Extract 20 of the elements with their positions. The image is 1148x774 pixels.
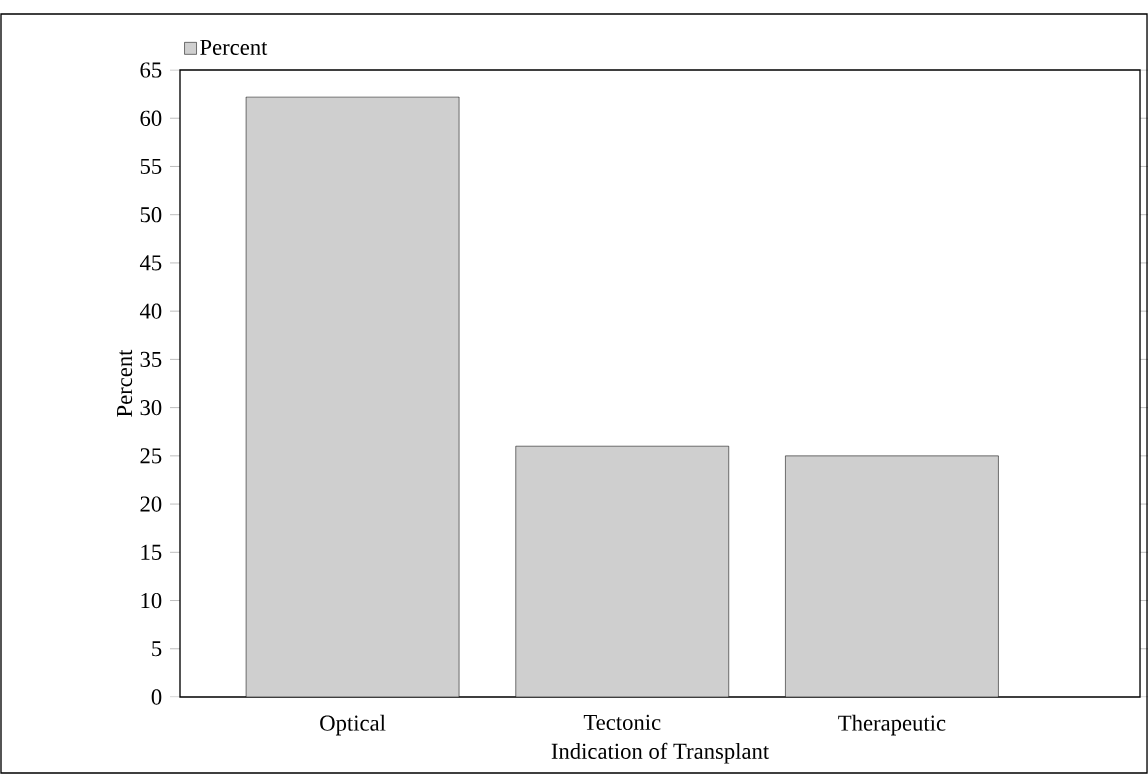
y-tick-label: 65 [140, 62, 162, 78]
y-tick-label: 10 [141, 592, 162, 609]
y-tick-label: 0 [151, 689, 162, 705]
x-tick-label: Tectonic [583, 714, 661, 731]
y-tick-label: 55 [140, 158, 162, 174]
y-tick-label: 15 [141, 544, 162, 560]
y-tick-label: 60 [140, 110, 162, 126]
y-tick-label: 50 [140, 207, 162, 223]
legend-label: Percent [200, 39, 268, 55]
y-axis-title: Percent [117, 349, 133, 417]
y-tick-label: 5 [152, 641, 162, 657]
x-tick-label: Optical [320, 714, 386, 736]
y-tick-label: 20 [140, 496, 162, 512]
x-axis-title: Indication of Transplant [551, 742, 770, 764]
y-tick-label: 45 [139, 255, 162, 271]
y-tick-label: 30 [140, 399, 162, 416]
x-tick-label: Therapeutic [838, 714, 946, 736]
y-tick-label: 40 [139, 303, 162, 319]
y-tick-label: 25 [140, 448, 162, 464]
y-tick-label: 35 [140, 351, 162, 368]
